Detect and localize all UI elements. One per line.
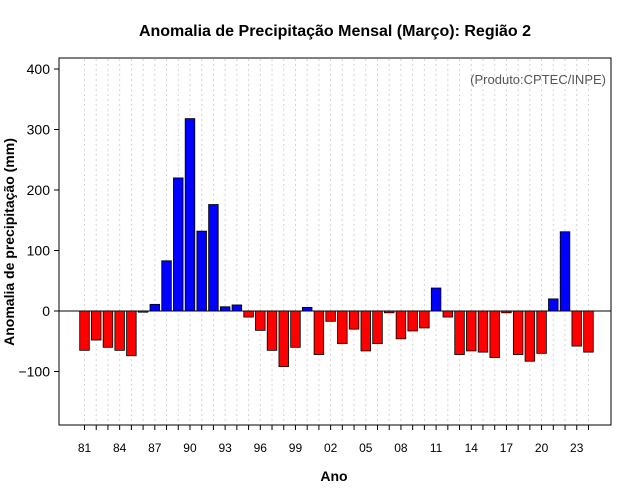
bar-1992	[208, 204, 219, 312]
bar-2015	[477, 310, 489, 353]
bar-2005	[360, 310, 371, 352]
bar-1981	[79, 310, 90, 351]
bar-1995	[243, 310, 254, 318]
x-tick-label: 05	[359, 441, 373, 455]
grid-lines	[84, 59, 589, 424]
bar-2012	[442, 310, 454, 318]
bar-1986	[137, 310, 149, 313]
x-tick-label: 81	[78, 441, 92, 455]
x-axis-label: Ano	[320, 468, 347, 484]
bar-1989	[173, 177, 184, 312]
bar-1994	[231, 304, 243, 312]
x-tick-label: 96	[254, 441, 268, 455]
bars	[79, 118, 594, 368]
y-tick-label: 300	[27, 122, 51, 138]
bar-2002	[325, 310, 336, 322]
y-tick-label: 400	[27, 61, 51, 77]
x-tick-label: 90	[183, 441, 197, 455]
bar-2000	[301, 306, 313, 312]
bar-2014	[466, 310, 477, 352]
y-tick-label: 100	[27, 243, 51, 259]
bar-1982	[91, 310, 102, 341]
bar-2013	[454, 310, 465, 355]
y-tick-label: 200	[27, 182, 51, 198]
x-axis: 81 84 87 90 93 96 99 02 05 08 11 14 17 20 23	[78, 425, 589, 455]
x-tick-label: 93	[218, 441, 232, 455]
x-tick-label: 20	[535, 441, 549, 455]
bar-1999	[290, 310, 301, 348]
x-tick-label: 02	[324, 441, 338, 455]
y-axis-label: Anomalia de precipitação (mm)	[1, 138, 17, 346]
x-tick-label: 17	[500, 441, 514, 455]
x-tick-label: 23	[570, 441, 584, 455]
bar-2003	[337, 310, 348, 345]
bar-1993	[219, 306, 231, 312]
bar-1985	[126, 310, 137, 357]
bar-2018	[512, 310, 524, 355]
bar-1997	[266, 310, 278, 351]
bar-1996	[255, 310, 266, 331]
bar-1983	[102, 310, 114, 348]
bar-2007	[384, 310, 395, 314]
bar-1998	[278, 310, 289, 368]
bar-2019	[524, 310, 536, 362]
bar-2016	[489, 310, 500, 358]
x-tick-label: 87	[148, 441, 162, 455]
bar-1987	[149, 303, 161, 312]
x-tick-label: 14	[465, 441, 479, 455]
bar-2009	[407, 310, 418, 332]
x-tick-label: 11	[430, 441, 443, 455]
bar-2010	[419, 310, 430, 329]
y-axis: −100 0 100 200 300 400	[18, 61, 59, 380]
bar-2011	[430, 287, 442, 312]
plot-frame	[58, 57, 612, 426]
bar-2006	[372, 310, 383, 345]
x-tick-label: 99	[289, 441, 303, 455]
y-tick-label: −100	[18, 364, 50, 380]
bar-2020	[536, 310, 547, 354]
bar-2023	[571, 310, 582, 347]
bar-2001	[313, 310, 325, 355]
source-note: (Produto:CPTEC/INPE)	[470, 72, 606, 87]
bar-1988	[161, 260, 172, 312]
bar-2008	[395, 310, 407, 340]
bar-2004	[348, 310, 360, 330]
chart-title: Anomalia de Precipitação Mensal (Março):…	[139, 23, 531, 40]
bar-2021	[548, 298, 559, 312]
bar-1990	[184, 118, 196, 312]
bar-2022	[559, 231, 571, 312]
x-tick-label: 84	[113, 441, 127, 455]
bar-2024	[583, 310, 594, 353]
bar-2017	[501, 310, 512, 314]
bar-1991	[196, 230, 207, 312]
bar-1984	[114, 310, 125, 351]
x-tick-label: 08	[394, 441, 408, 455]
y-tick-label: 0	[42, 303, 50, 319]
